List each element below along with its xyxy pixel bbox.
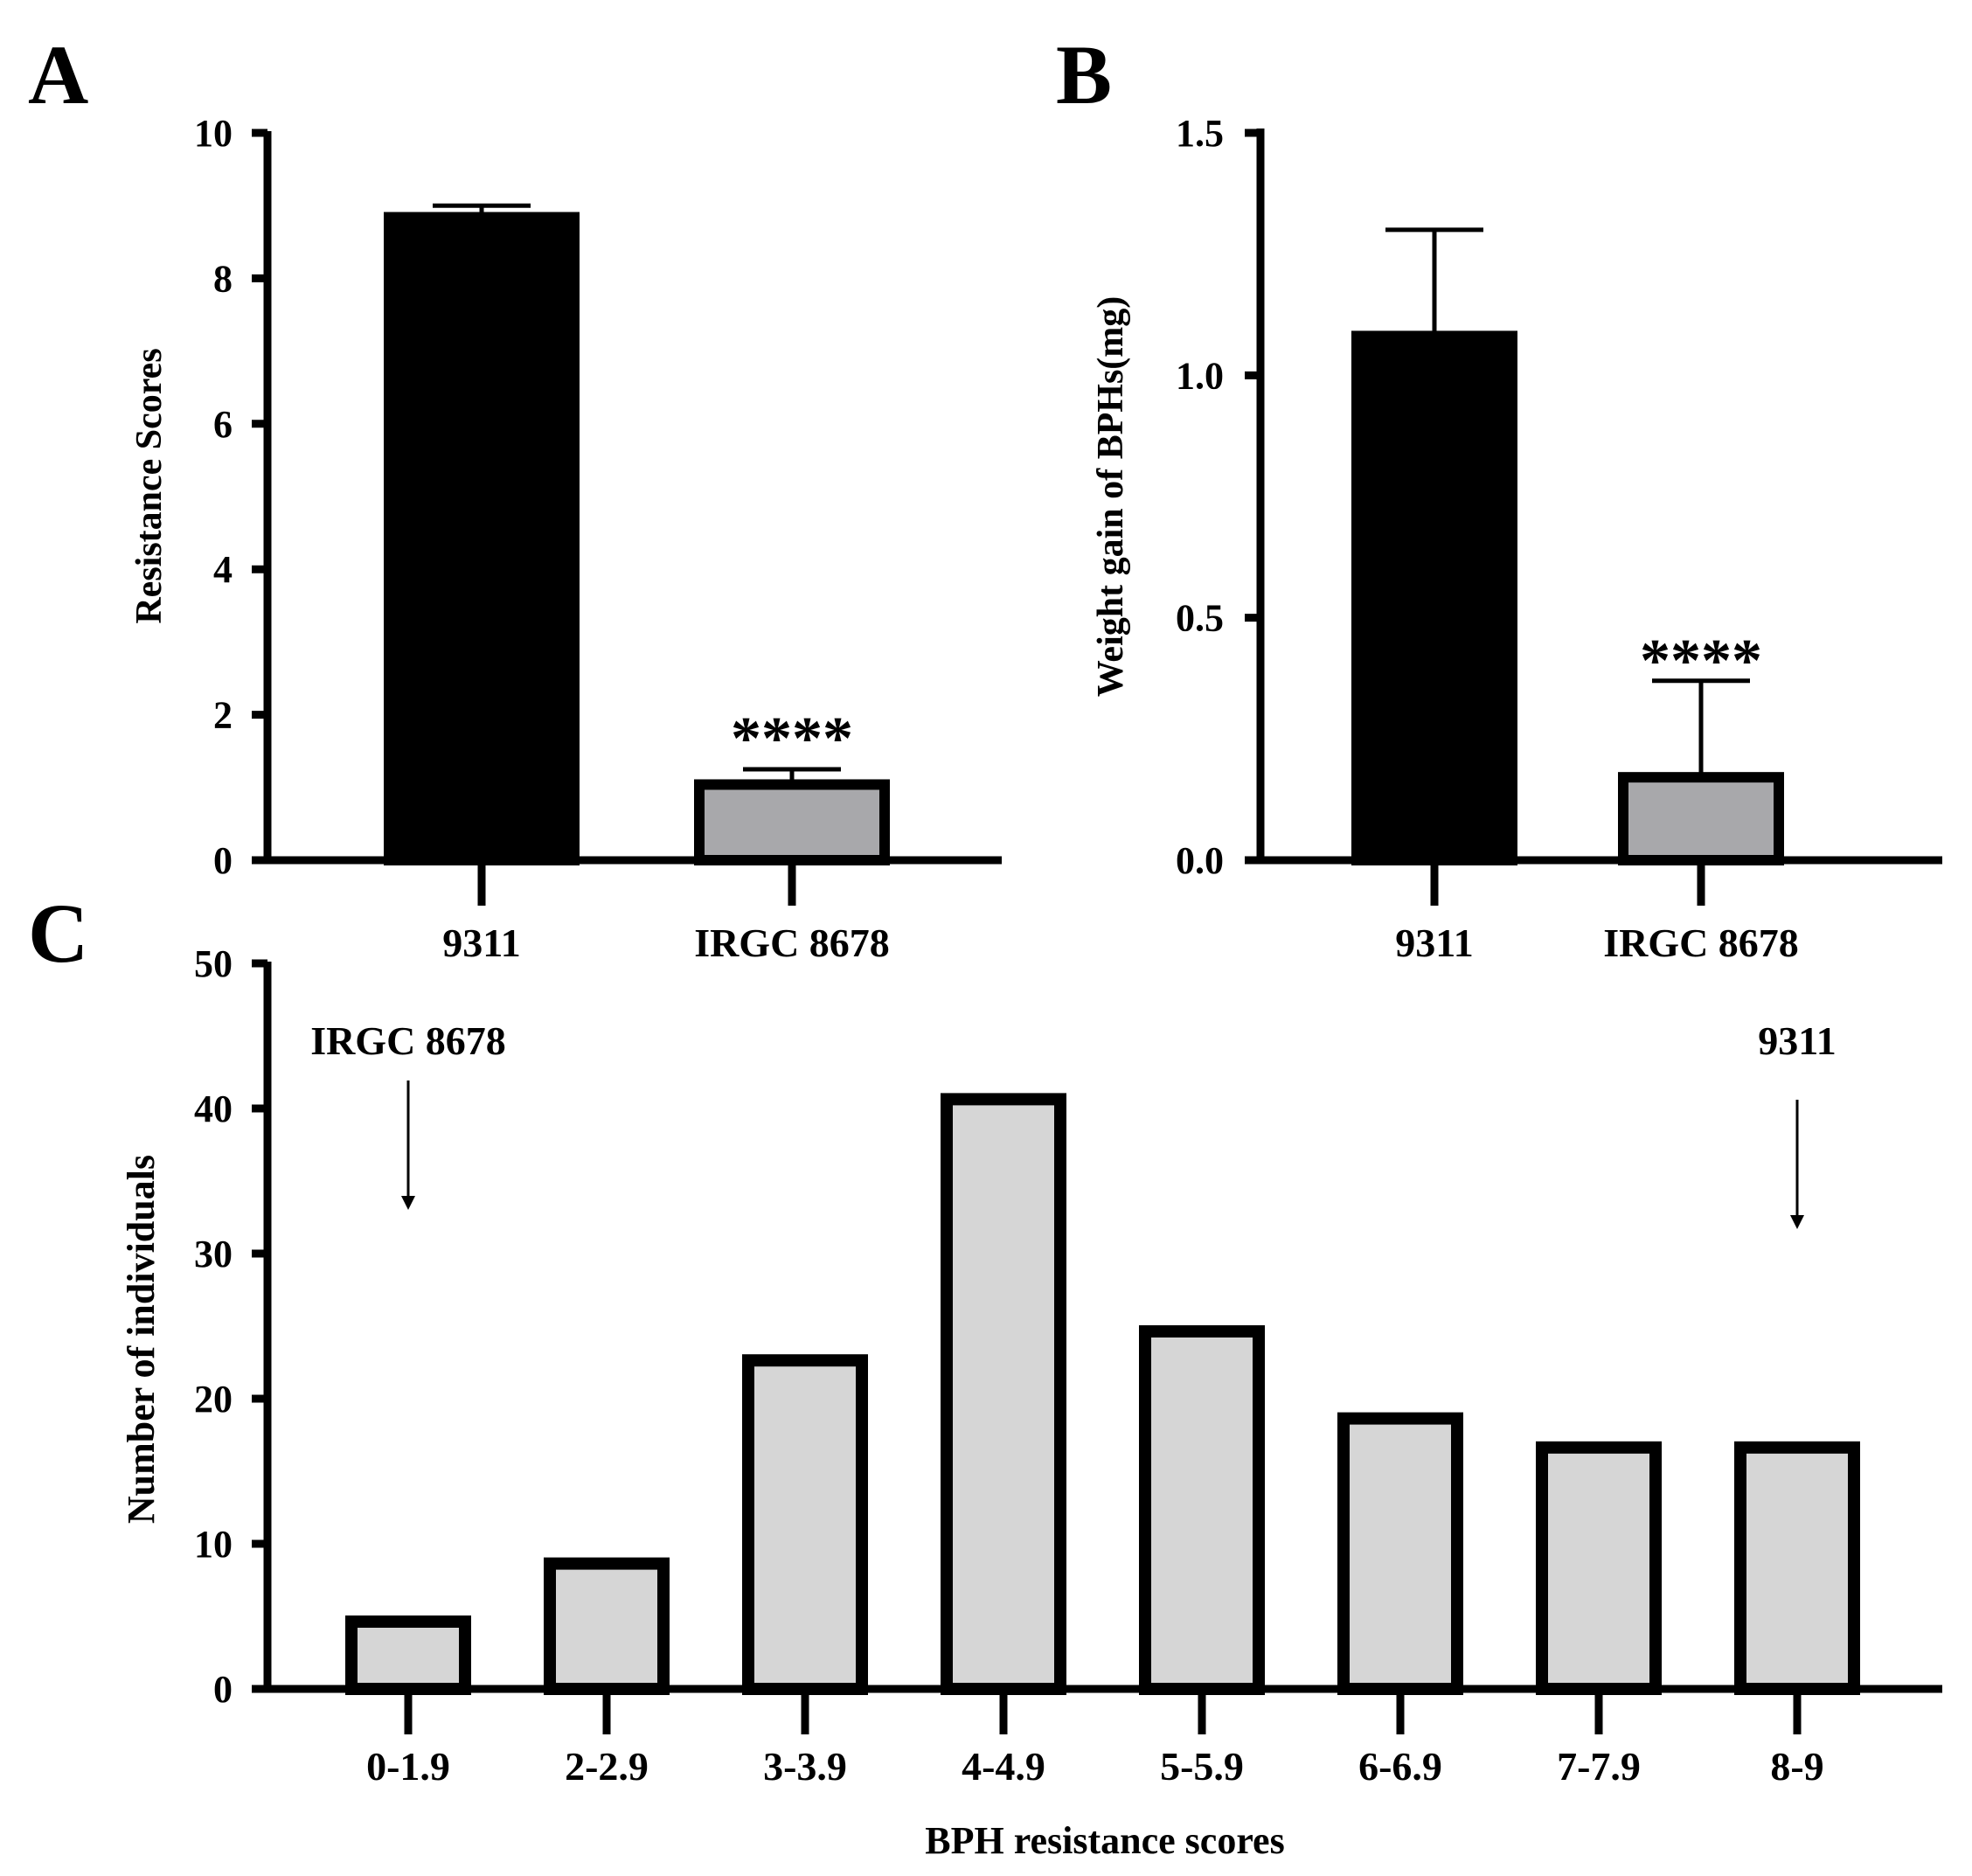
y-tick-label-a-4: 8 xyxy=(213,257,233,300)
annotations-c: IRGC 8678 9311 xyxy=(310,1018,1837,1229)
y-ticks-b: 0.0 0.5 1.0 1.5 xyxy=(1176,112,1260,882)
x-tick-label-c-4: 5-5.9 xyxy=(1160,1744,1244,1789)
x-tick-label-b-9311: 9311 xyxy=(1395,921,1473,965)
bar-c-3 xyxy=(941,1093,1066,1695)
y-tick-label-a-3: 6 xyxy=(213,403,233,446)
x-tick-label-c-2: 3-3.9 xyxy=(763,1744,847,1789)
y-tick-label-a-1: 2 xyxy=(213,694,233,737)
bar-c-0 xyxy=(345,1615,471,1695)
y-tick-label-c-3: 30 xyxy=(194,1233,233,1275)
bar-b-1 xyxy=(1618,772,1784,865)
bar-a-0 xyxy=(384,212,580,865)
x-tick-labels-c: 0-1.9 2-2.9 3-3.9 4-4.9 5-5.9 6-6.9 7-7.9 8-9 xyxy=(366,1744,1824,1789)
y-tick-label-a-0: 0 xyxy=(213,839,233,882)
y-axis-label-b: Weight gain of BPHs(mg) xyxy=(1091,296,1131,698)
annotation-arrowhead-c-1 xyxy=(1790,1215,1804,1229)
y-tick-label-c-2: 20 xyxy=(194,1378,233,1421)
bar-b-0 xyxy=(1351,330,1517,865)
bar-c-5 xyxy=(1337,1412,1463,1695)
x-tick-label-c-3: 4-4.9 xyxy=(962,1744,1045,1789)
error-bars-b xyxy=(1385,227,1750,774)
y-tick-label-b-2: 1.0 xyxy=(1176,354,1224,397)
panel-label-b: B xyxy=(1056,28,1112,122)
x-tick-label-b-irgc8678: IRGC 8678 xyxy=(1603,921,1799,965)
y-tick-label-c-5: 50 xyxy=(194,942,233,985)
y-axis-label-c: Number of individuals xyxy=(120,1155,163,1524)
y-tick-label-a-5: 10 xyxy=(194,112,233,155)
x-tick-label-c-0: 0-1.9 xyxy=(366,1744,450,1789)
annotation-arrowhead-c-0 xyxy=(401,1196,415,1210)
significance-a: **** xyxy=(731,705,853,773)
x-ticks-b xyxy=(1430,860,1705,906)
chart-a: 0 2 4 6 8 10 9311 IRGC 8678 **** Resistance S… xyxy=(129,112,1002,965)
y-ticks-a: 0 2 4 6 8 10 xyxy=(194,112,267,882)
chart-b: 0.0 0.5 1.0 1.5 9311 IRGC 8678 **** Weight … xyxy=(1091,112,1942,965)
significance-b: **** xyxy=(1640,628,1762,695)
y-tick-label-b-0: 0.0 xyxy=(1176,839,1224,882)
bar-c-4 xyxy=(1139,1325,1265,1695)
panel-label-a: A xyxy=(28,28,88,122)
x-tick-label-a-9311: 9311 xyxy=(442,921,520,965)
x-ticks-c xyxy=(404,1689,1802,1734)
annotation-label-c-1: 9311 xyxy=(1758,1018,1836,1063)
x-tick-label-c-6: 7-7.9 xyxy=(1557,1744,1641,1789)
bar-c-6 xyxy=(1536,1441,1662,1696)
x-tick-label-c-1: 2-2.9 xyxy=(565,1744,649,1789)
y-tick-label-c-4: 40 xyxy=(194,1087,233,1130)
y-tick-label-b-1: 0.5 xyxy=(1176,597,1224,640)
x-tick-label-a-irgc8678: IRGC 8678 xyxy=(694,921,890,965)
bar-c-7 xyxy=(1734,1441,1860,1696)
chart-c: 0 10 20 30 40 50 0-1.9 2-2.9 3-3.9 4-4.9 5-5.9 6-6… xyxy=(120,942,1942,1862)
y-axis-label-a: Resistance Scores xyxy=(129,348,170,623)
bar-c-1 xyxy=(544,1557,670,1695)
bar-c-2 xyxy=(742,1354,868,1695)
y-tick-label-c-1: 10 xyxy=(194,1523,233,1566)
x-tick-label-c-5: 6-6.9 xyxy=(1358,1744,1442,1789)
x-ticks-a xyxy=(477,860,796,906)
bars-b xyxy=(1351,330,1784,865)
bars-a xyxy=(384,212,890,865)
error-bars-a xyxy=(433,203,841,781)
y-tick-label-a-2: 4 xyxy=(213,548,233,591)
y-tick-label-c-0: 0 xyxy=(213,1668,233,1711)
annotation-label-c-0: IRGC 8678 xyxy=(310,1018,506,1063)
panel-label-c: C xyxy=(28,886,88,980)
x-tick-label-c-7: 8-9 xyxy=(1770,1744,1823,1789)
y-ticks-c: 0 10 20 30 40 50 xyxy=(194,942,267,1711)
bar-a-1 xyxy=(694,779,890,865)
bars-c xyxy=(345,1093,1860,1696)
y-tick-label-b-3: 1.5 xyxy=(1176,112,1224,155)
x-axis-label-c: BPH resistance scores xyxy=(925,1819,1284,1862)
